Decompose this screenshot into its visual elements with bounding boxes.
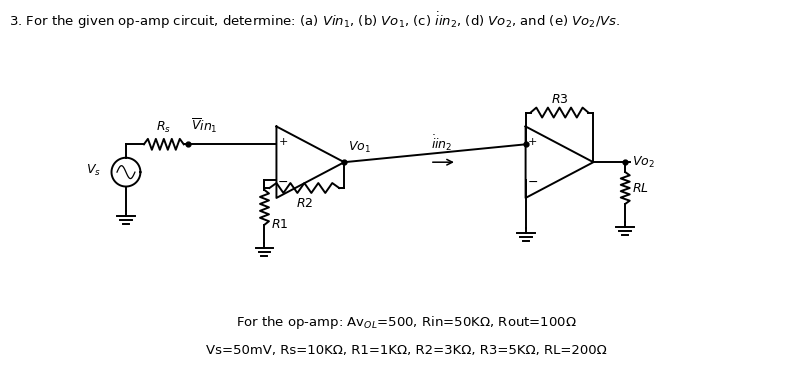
Text: 3. For the given op-amp circuit, determine: (a) $\mathit{Vin_1}$, (b) $\mathit{V: 3. For the given op-amp circuit, determi… — [10, 10, 620, 31]
Text: $R1$: $R1$ — [271, 218, 289, 231]
Text: $R_s$: $R_s$ — [156, 120, 171, 135]
Text: $Vo_1$: $Vo_1$ — [348, 140, 371, 155]
Text: +: + — [278, 137, 288, 147]
Text: $\dot{i}in_2$: $\dot{i}in_2$ — [431, 133, 452, 153]
Text: Vs=50mV, Rs=10KΩ, R1=1KΩ, R2=3KΩ, R3=5KΩ, RL=200Ω: Vs=50mV, Rs=10KΩ, R1=1KΩ, R2=3KΩ, R3=5KΩ… — [205, 344, 606, 357]
Text: $V_s$: $V_s$ — [86, 162, 101, 178]
Text: For the op-amp: Av$_{OL}$=500, Rin=50KΩ, Rout=100Ω: For the op-amp: Av$_{OL}$=500, Rin=50KΩ,… — [235, 314, 576, 331]
Text: $\overline{V}in_1$: $\overline{V}in_1$ — [191, 117, 217, 135]
Text: $Vo_2$: $Vo_2$ — [632, 155, 654, 170]
Text: $RL$: $RL$ — [632, 181, 648, 195]
Text: −: − — [526, 176, 537, 188]
Text: −: − — [278, 176, 289, 188]
Text: $R2$: $R2$ — [295, 197, 312, 210]
Text: $R3$: $R3$ — [550, 93, 568, 106]
Text: +: + — [527, 137, 537, 147]
